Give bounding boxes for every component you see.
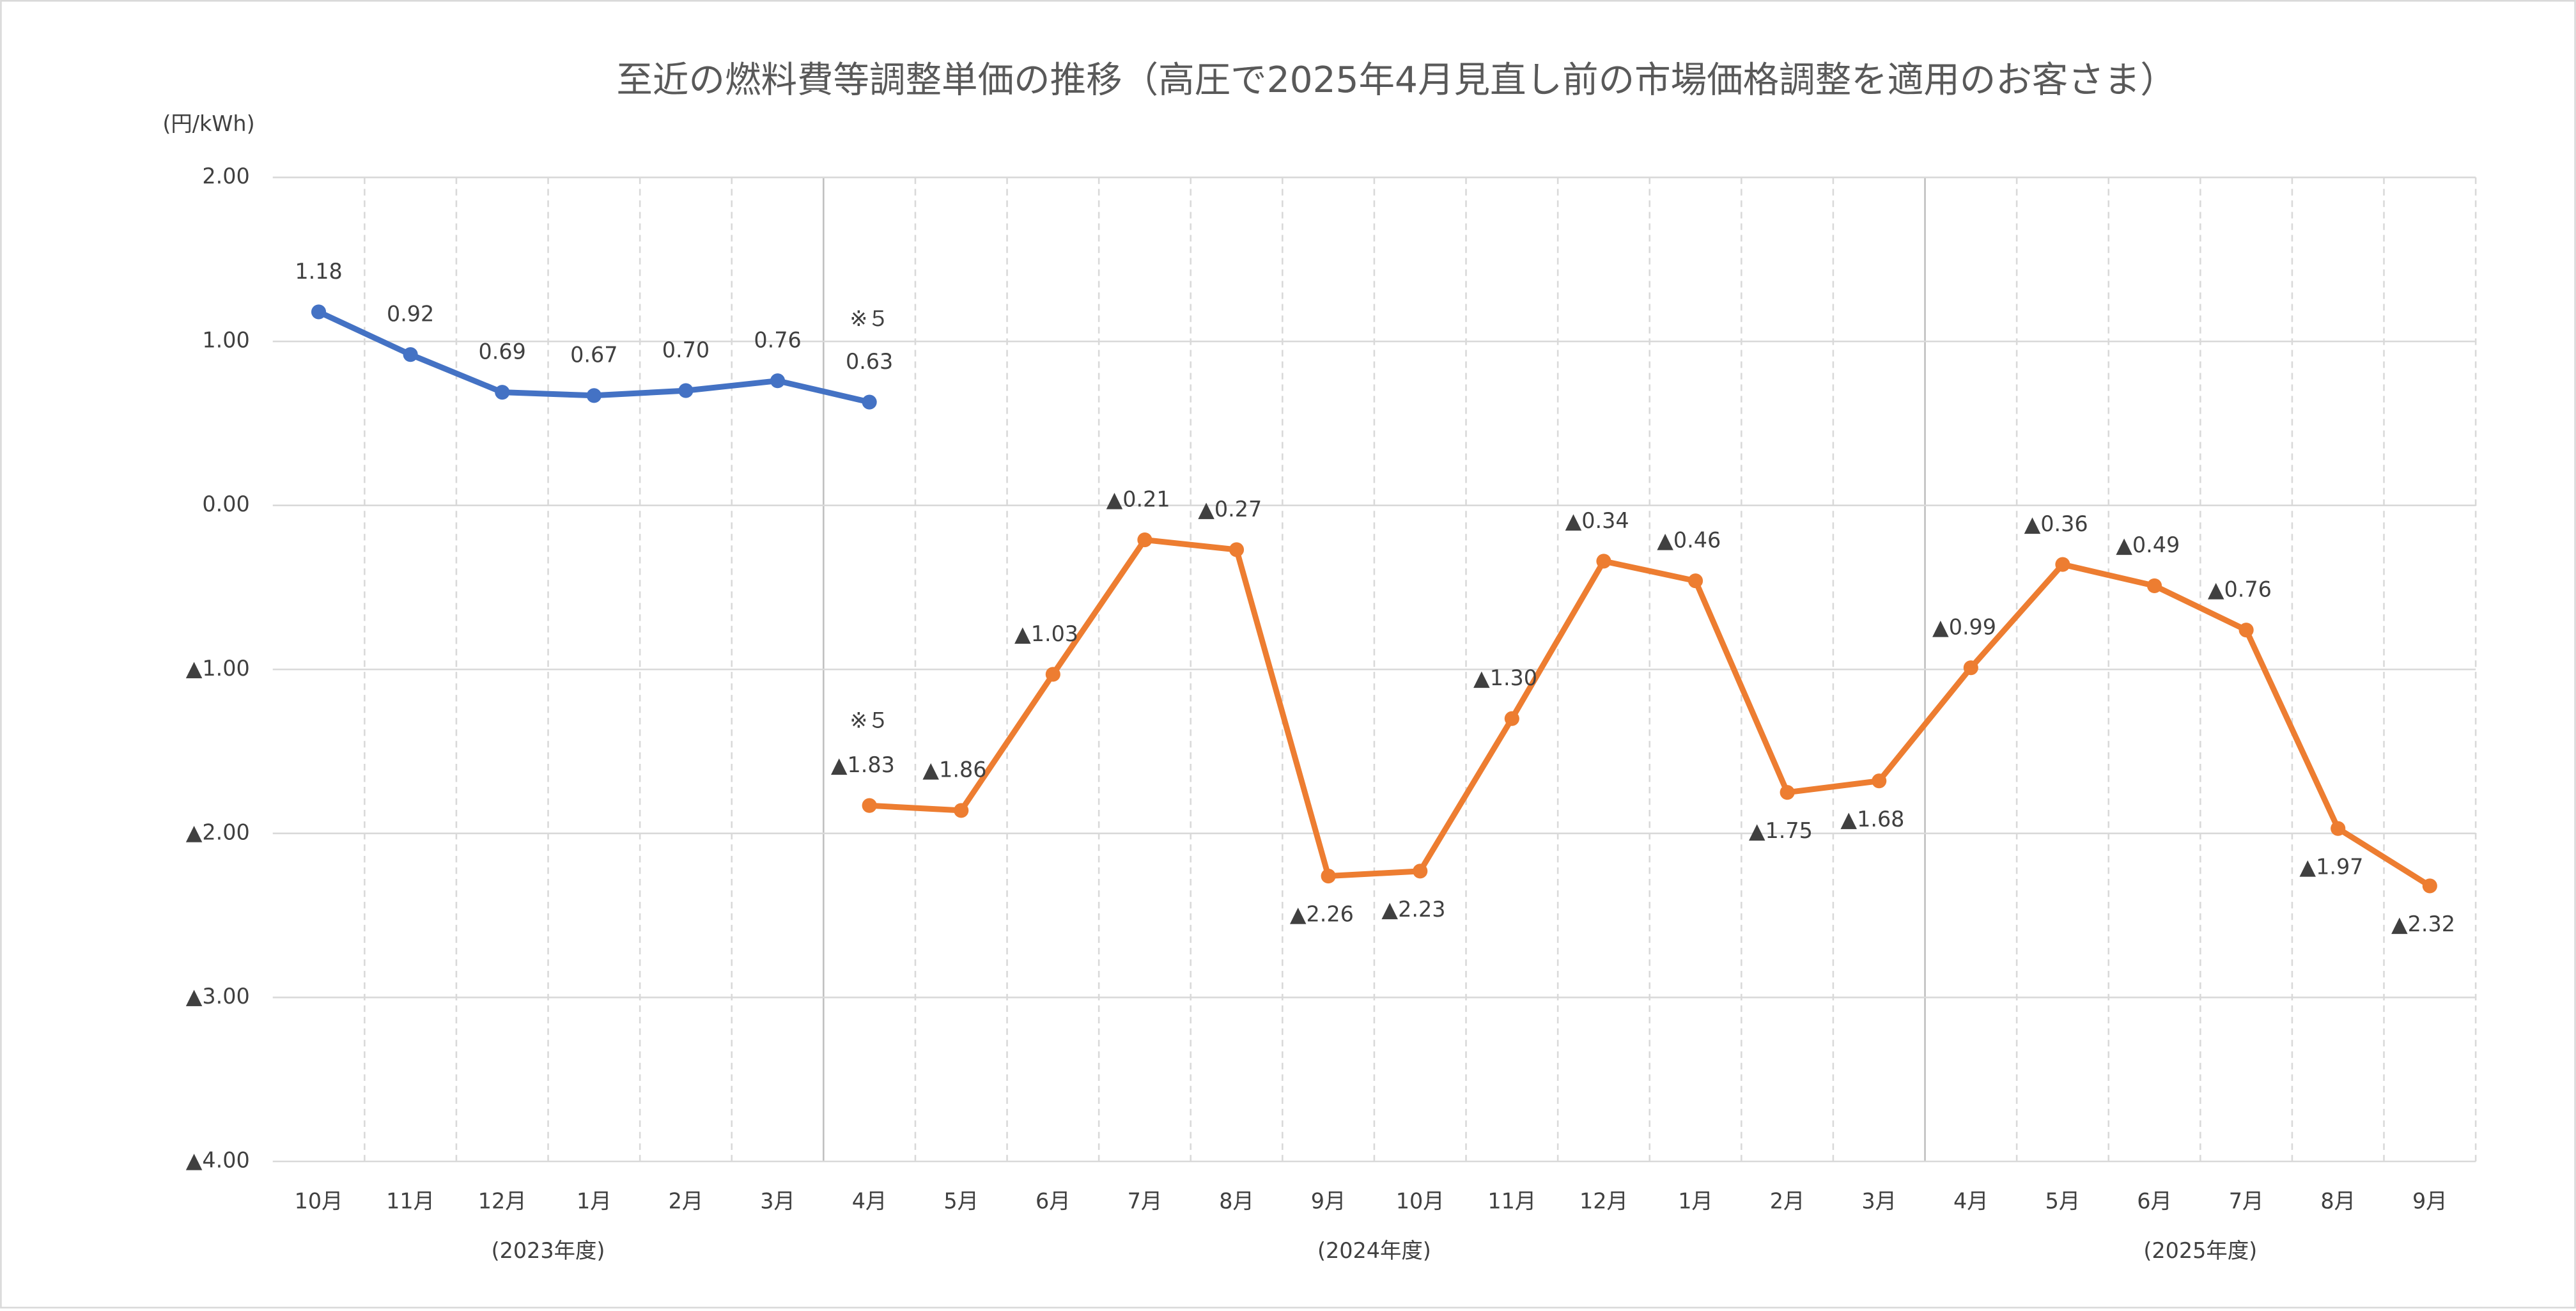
data-label: 0.69 (479, 339, 526, 364)
data-point (2238, 623, 2254, 638)
fiscal-year-label: (2024年度) (1317, 1238, 1431, 1263)
data-point (586, 388, 601, 403)
fiscal-year-label: (2023年度) (492, 1238, 605, 1263)
x-tick-label: 8月 (1219, 1189, 1254, 1214)
x-tick-label: 7月 (1128, 1189, 1163, 1214)
y-tick-label: ▲1.00 (186, 656, 250, 681)
data-point (862, 798, 877, 813)
x-tick-label: 11月 (386, 1189, 435, 1214)
x-tick-label: 1月 (577, 1189, 612, 1214)
data-point (1321, 868, 1336, 884)
data-label: 0.92 (387, 301, 434, 326)
x-tick-label: 1月 (1678, 1189, 1713, 1214)
data-point (1413, 864, 1428, 879)
data-label: ▲0.99 (1932, 615, 1996, 640)
x-tick-label: 4月 (1953, 1189, 1989, 1214)
x-tick-label: 3月 (760, 1189, 795, 1214)
x-tick-label: 5月 (943, 1189, 979, 1214)
y-tick-label: ▲4.00 (186, 1147, 250, 1172)
data-point (1137, 532, 1152, 548)
x-tick-label: 2月 (1770, 1189, 1805, 1214)
data-point (1504, 711, 1519, 726)
data-point (1229, 542, 1245, 557)
x-tick-label: 10月 (295, 1189, 343, 1214)
data-point (2055, 557, 2070, 572)
data-point (2146, 578, 2162, 593)
data-label: ▲1.75 (1749, 818, 1813, 843)
x-tick-label: 8月 (2320, 1189, 2355, 1214)
series-line (869, 537, 2432, 888)
data-point (1963, 660, 1978, 676)
data-label: ▲2.26 (1290, 902, 1354, 927)
data-point (678, 383, 694, 398)
data-label: 1.18 (295, 259, 342, 284)
data-label: ▲2.23 (1381, 897, 1445, 922)
data-label: 0.70 (662, 337, 710, 362)
data-point (495, 385, 510, 400)
data-point (1596, 554, 1611, 569)
x-tick-label: 6月 (1036, 1189, 1071, 1214)
data-point (2422, 878, 2437, 894)
x-tick-label: 11月 (1487, 1189, 1536, 1214)
y-tick-label: 1.00 (202, 328, 249, 353)
data-label: ▲0.27 (1198, 497, 1262, 522)
data-label: ▲1.68 (1840, 807, 1904, 832)
data-label: ▲0.34 (1565, 508, 1629, 533)
data-label: ▲1.03 (1014, 621, 1078, 646)
data-point (954, 803, 969, 818)
data-label: ▲0.49 (2116, 532, 2180, 557)
chart-title: 至近の燃料費等調整単価の推移（高圧で2025年4月見直し前の市場価格調整を適用の… (616, 59, 2176, 101)
data-label: ▲1.97 (2299, 854, 2363, 879)
data-point (1780, 785, 1795, 800)
x-tick-label: 3月 (1861, 1189, 1897, 1214)
fiscal-year-label: (2025年度) (2143, 1238, 2257, 1263)
data-label: ▲0.21 (1106, 486, 1170, 511)
data-label: ▲1.83 (831, 752, 895, 777)
data-point (311, 304, 327, 320)
data-label: 0.63 (846, 349, 893, 374)
y-tick-label: ▲3.00 (186, 984, 250, 1009)
x-tick-label: 12月 (1579, 1189, 1628, 1214)
x-tick-label: 9月 (1311, 1189, 1346, 1214)
annotation: ※５ (850, 306, 888, 331)
data-label: ▲0.76 (2208, 577, 2272, 602)
data-point (1688, 573, 1703, 589)
x-tick-label: 10月 (1396, 1189, 1445, 1214)
data-label: 0.67 (570, 343, 617, 368)
data-label: ▲1.30 (1473, 665, 1537, 690)
data-point (862, 394, 877, 410)
x-tick-label: 5月 (2045, 1189, 2081, 1214)
data-label: ▲2.32 (2391, 911, 2455, 936)
x-tick-label: 6月 (2137, 1189, 2172, 1214)
data-label: ▲0.46 (1657, 528, 1721, 553)
annotation: ※５ (850, 708, 888, 733)
y-axis-label: (円/kWh) (162, 111, 254, 136)
x-tick-label: 9月 (2412, 1189, 2448, 1214)
x-tick-label: 12月 (478, 1189, 527, 1214)
data-point (1045, 667, 1060, 682)
data-point (2331, 821, 2346, 836)
data-label: 0.76 (754, 328, 801, 353)
data-point (403, 347, 418, 362)
x-tick-label: 4月 (852, 1189, 887, 1214)
data-point (1872, 773, 1887, 789)
y-tick-label: 0.00 (202, 492, 249, 516)
y-tick-label: ▲2.00 (186, 819, 250, 844)
x-tick-label: 2月 (669, 1189, 704, 1214)
data-label: ▲1.86 (922, 757, 986, 782)
x-tick-label: 7月 (2229, 1189, 2264, 1214)
data-label: ▲0.36 (2024, 511, 2088, 536)
y-tick-label: 2.00 (202, 164, 249, 189)
data-point (770, 373, 786, 389)
